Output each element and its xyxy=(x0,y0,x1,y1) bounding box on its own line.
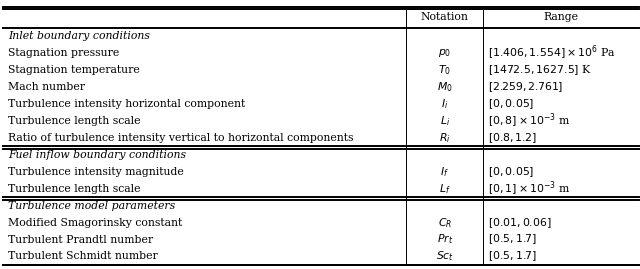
Text: $[0, 1] \times 10^{-3}$ m: $[0, 1] \times 10^{-3}$ m xyxy=(488,179,570,198)
Text: $T_0$: $T_0$ xyxy=(438,63,451,77)
Text: Inlet boundary conditions: Inlet boundary conditions xyxy=(8,31,150,41)
Text: $[0, 0.05]$: $[0, 0.05]$ xyxy=(488,97,534,111)
Text: $I_i$: $I_i$ xyxy=(441,97,449,111)
Text: $Pr_t$: $Pr_t$ xyxy=(436,233,453,246)
Text: $M_0$: $M_0$ xyxy=(437,80,452,94)
Text: Turbulence length scale: Turbulence length scale xyxy=(8,184,141,194)
Text: Notation: Notation xyxy=(421,12,468,22)
Text: Ratio of turbulence intensity vertical to horizontal components: Ratio of turbulence intensity vertical t… xyxy=(8,133,354,143)
Text: $[1.406, 1.554] \times 10^6$ Pa: $[1.406, 1.554] \times 10^6$ Pa xyxy=(488,44,616,62)
Text: $R_i$: $R_i$ xyxy=(439,131,451,145)
Text: $[0, 0.05]$: $[0, 0.05]$ xyxy=(488,165,534,179)
Text: Turbulence model parameters: Turbulence model parameters xyxy=(8,201,175,211)
Text: Turbulence length scale: Turbulence length scale xyxy=(8,116,141,126)
Text: Turbulent Schmidt number: Turbulent Schmidt number xyxy=(8,252,158,261)
Text: Modified Smagorinsky constant: Modified Smagorinsky constant xyxy=(8,218,182,228)
Text: $[0.5, 1.7]$: $[0.5, 1.7]$ xyxy=(488,250,537,263)
Text: $[0.01, 0.06]$: $[0.01, 0.06]$ xyxy=(488,216,552,229)
Text: $L_i$: $L_i$ xyxy=(440,114,450,128)
Text: Stagnation temperature: Stagnation temperature xyxy=(8,65,140,75)
Text: $[2.259, 2.761]$: $[2.259, 2.761]$ xyxy=(488,80,564,94)
Text: Turbulence intensity horizontal component: Turbulence intensity horizontal componen… xyxy=(8,99,246,109)
Text: $C_R$: $C_R$ xyxy=(438,216,452,229)
Text: Stagnation pressure: Stagnation pressure xyxy=(8,48,120,58)
Text: $L_f$: $L_f$ xyxy=(439,182,451,196)
Text: Turbulent Prandtl number: Turbulent Prandtl number xyxy=(8,235,154,245)
Text: $[1472.5, 1627.5]$ K: $[1472.5, 1627.5]$ K xyxy=(488,63,592,77)
Text: $I_f$: $I_f$ xyxy=(440,165,449,179)
Text: $p_0$: $p_0$ xyxy=(438,47,451,59)
Text: $[0, 8] \times 10^{-3}$ m: $[0, 8] \times 10^{-3}$ m xyxy=(488,112,570,130)
Text: $[0.5, 1.7]$: $[0.5, 1.7]$ xyxy=(488,233,537,246)
Text: Turbulence intensity magnitude: Turbulence intensity magnitude xyxy=(8,167,184,177)
Text: $Sc_t$: $Sc_t$ xyxy=(436,250,454,263)
Text: Range: Range xyxy=(543,12,579,22)
Text: Fuel inflow boundary conditions: Fuel inflow boundary conditions xyxy=(8,150,186,160)
Text: $[0.8, 1.2]$: $[0.8, 1.2]$ xyxy=(488,131,537,145)
Text: Mach number: Mach number xyxy=(8,82,85,92)
